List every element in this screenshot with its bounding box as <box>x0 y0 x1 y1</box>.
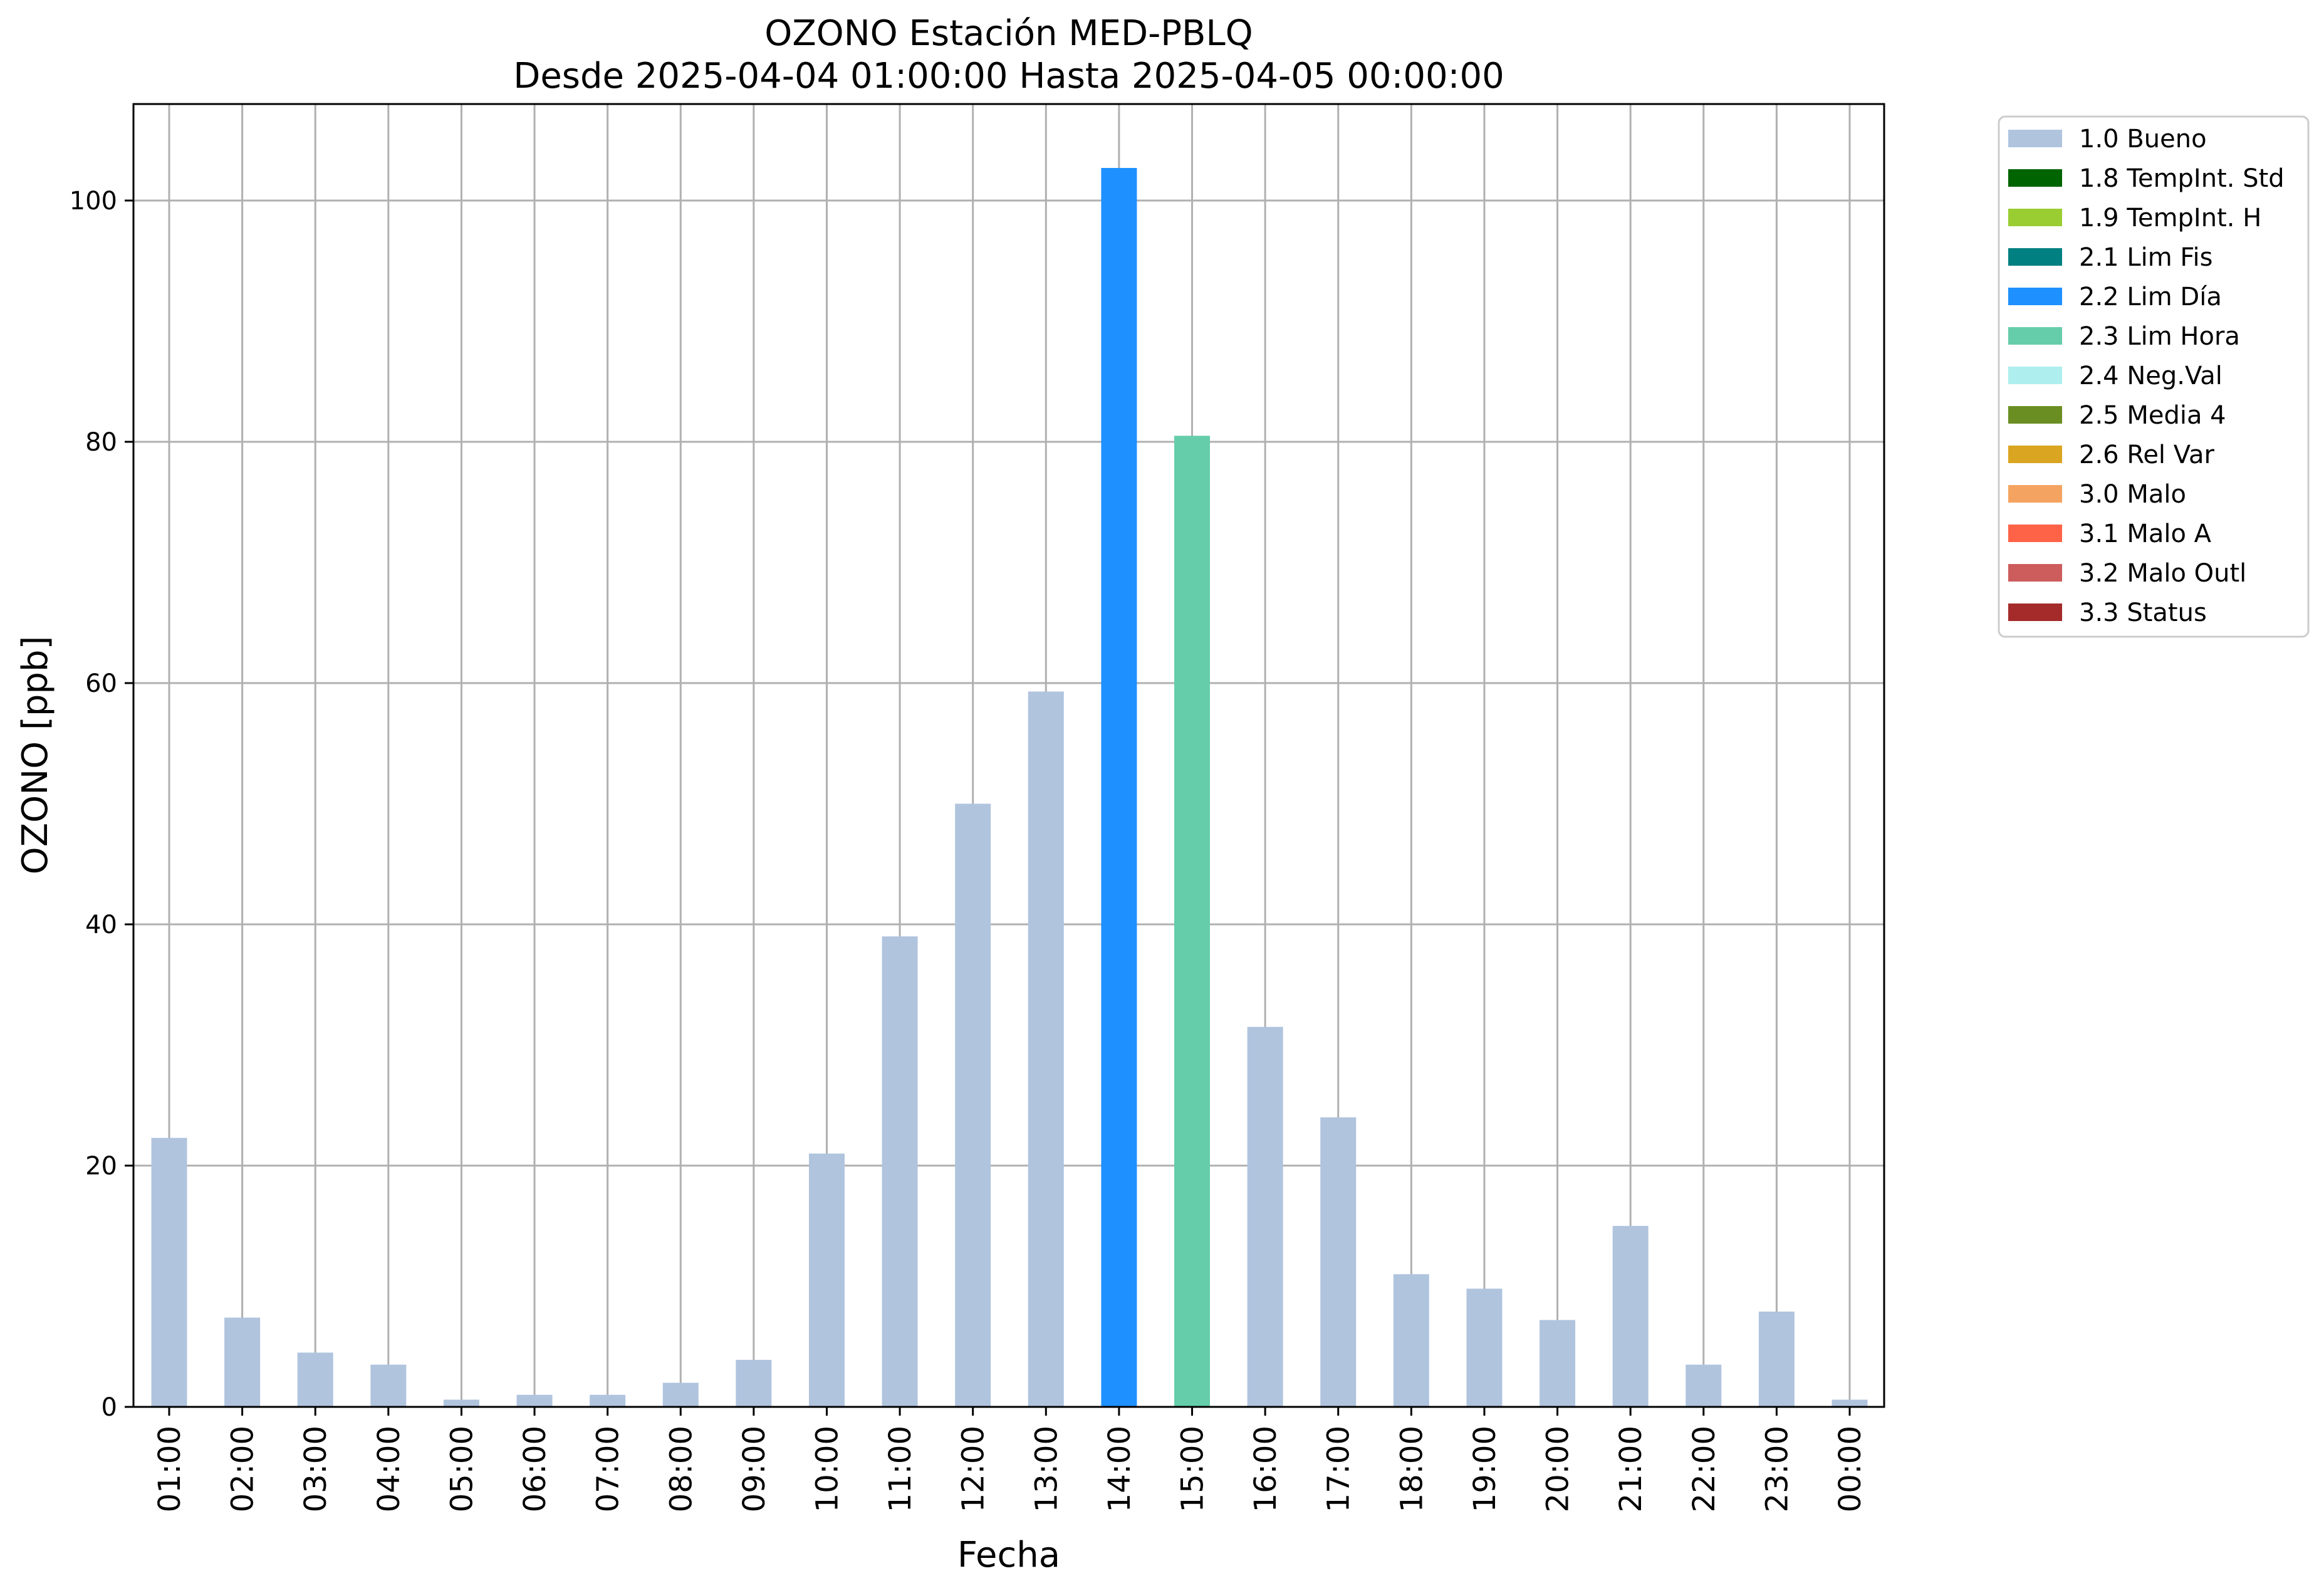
legend-swatch <box>2008 130 2062 147</box>
x-tick-label: 07:00 <box>591 1426 626 1512</box>
x-tick-label: 12:00 <box>956 1426 991 1512</box>
x-tick-label: 11:00 <box>883 1426 918 1512</box>
bar-1900 <box>1466 1288 1503 1407</box>
x-tick-label: 01:00 <box>152 1426 187 1512</box>
bars <box>151 168 1868 1407</box>
legend: 1.0 Bueno 1.8 TempInt. Std 1.9 TempInt. H 2… <box>1998 115 2310 638</box>
x-tick-label: 21:00 <box>1613 1426 1649 1512</box>
bar-0100 <box>151 1137 187 1407</box>
y-tick-label: 40 <box>85 911 117 939</box>
bar-0400 <box>370 1364 407 1407</box>
bar-2000 <box>1540 1320 1576 1407</box>
x-tick-label: 13:00 <box>1029 1426 1064 1512</box>
legend-label: 2.2 Lim Día <box>2079 283 2222 311</box>
bar-0800 <box>662 1382 699 1407</box>
y-axis-label: OZONO [ppb] <box>15 636 56 875</box>
legend-swatch <box>2008 248 2062 266</box>
x-tick-label: 15:00 <box>1175 1426 1211 1512</box>
y-tick-label: 0 <box>102 1393 117 1422</box>
bar-1500 <box>1174 436 1211 1407</box>
x-tick-label: 16:00 <box>1248 1426 1283 1512</box>
legend-label: 1.0 Bueno <box>2079 125 2207 154</box>
bar-2200 <box>1686 1364 1722 1407</box>
x-axis-label: Fecha <box>957 1535 1060 1575</box>
legend-swatch <box>2008 406 2062 424</box>
legend-swatch <box>2008 525 2062 542</box>
y-tick-label: 20 <box>85 1152 117 1181</box>
x-tick-label: 03:00 <box>298 1426 333 1512</box>
x-tick-label: 18:00 <box>1394 1426 1429 1512</box>
x-tick-label: 19:00 <box>1467 1426 1503 1512</box>
x-axis-ticks: 01:00 02:00 03:00 04:00 05:00 06:00 07:00 08:00… <box>152 1407 1868 1512</box>
x-tick-label: 02:00 <box>226 1426 261 1512</box>
x-tick-label: 10:00 <box>810 1426 845 1512</box>
x-tick-label: 09:00 <box>737 1426 772 1512</box>
legend-swatch <box>2008 327 2062 345</box>
legend-label: 1.9 TempInt. H <box>2079 204 2261 232</box>
legend-label: 3.1 Malo A <box>2079 520 2212 548</box>
legend-label: 3.2 Malo Outl <box>2079 559 2246 588</box>
y-tick-label: 100 <box>70 187 117 216</box>
legend-swatch <box>2008 446 2062 463</box>
legend-frame <box>1998 115 2310 638</box>
x-tick-label: 04:00 <box>372 1426 407 1512</box>
x-tick-label: 14:00 <box>1102 1426 1137 1512</box>
chart-title: OZONO Estación MED-PBLQ <box>764 13 1253 54</box>
bar-2300 <box>1758 1311 1795 1407</box>
x-tick-label: 17:00 <box>1321 1426 1357 1512</box>
bar-0600 <box>516 1394 553 1407</box>
x-tick-label: 06:00 <box>518 1426 553 1512</box>
bar-2100 <box>1612 1226 1649 1407</box>
plot-frame <box>132 103 1885 1408</box>
bar-1100 <box>882 936 918 1407</box>
x-tick-label: 05:00 <box>444 1426 479 1512</box>
bar-1000 <box>808 1153 845 1407</box>
y-tick-label: 80 <box>85 428 117 457</box>
legend-label: 2.5 Media 4 <box>2079 401 2226 430</box>
legend-swatch <box>2008 485 2062 503</box>
x-tick-label: 08:00 <box>664 1426 699 1512</box>
legend-swatch <box>2008 603 2062 621</box>
legend-swatch <box>2008 288 2062 305</box>
bar-1400 <box>1101 168 1137 1407</box>
bar-0200 <box>224 1317 261 1407</box>
legend-label: 2.6 Rel Var <box>2079 441 2215 469</box>
legend-label: 2.4 Neg.Val <box>2079 362 2222 390</box>
x-tick-label: 22:00 <box>1687 1426 1722 1512</box>
legend-swatch <box>2008 564 2062 582</box>
legend-swatch <box>2008 169 2062 187</box>
y-tick-label: 60 <box>85 669 117 698</box>
x-tick-label: 00:00 <box>1833 1426 1868 1512</box>
bar-0900 <box>736 1359 772 1407</box>
legend-label: 3.3 Status <box>2079 598 2207 627</box>
bar-0300 <box>297 1352 333 1407</box>
legend-label: 2.1 Lim Fis <box>2079 243 2212 272</box>
legend-label: 1.8 TempInt. Std <box>2079 164 2285 193</box>
y-axis-ticks: 0 20 40 60 80 100 <box>70 187 133 1422</box>
bar-0000 <box>1832 1399 1868 1407</box>
legend-label: 3.0 Malo <box>2079 480 2186 509</box>
x-tick-label: 20:00 <box>1541 1426 1576 1512</box>
x-tick-label: 23:00 <box>1759 1426 1795 1512</box>
legend-swatch <box>2008 367 2062 384</box>
bar-1300 <box>1028 691 1064 1407</box>
bar-1600 <box>1247 1026 1283 1407</box>
bar-0500 <box>443 1399 479 1407</box>
legend-swatch <box>2008 209 2062 226</box>
bar-1200 <box>955 803 991 1407</box>
chart-subtitle: Desde 2025-04-04 01:00:00 Hasta 2025-04-… <box>513 56 1504 97</box>
grid-lines <box>133 104 1884 1408</box>
bar-1700 <box>1320 1117 1357 1407</box>
bar-0700 <box>590 1394 626 1407</box>
bar-1800 <box>1393 1274 1429 1407</box>
legend-label: 2.3 Lim Hora <box>2079 322 2240 351</box>
